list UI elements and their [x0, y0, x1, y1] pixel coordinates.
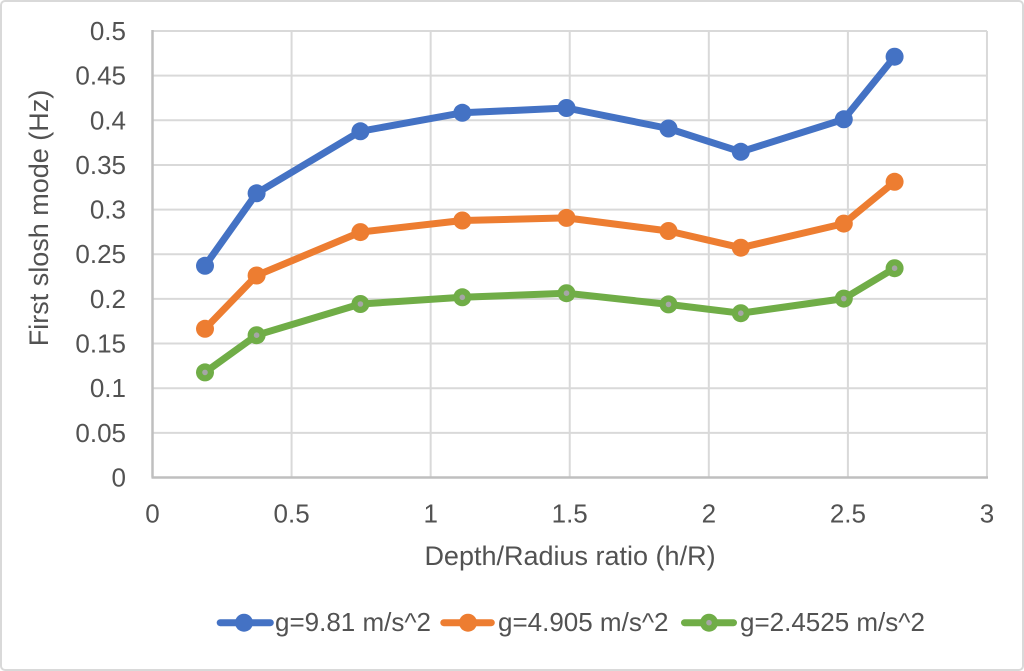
svg-text:0.1: 0.1 [90, 373, 126, 403]
svg-text:0.4: 0.4 [90, 105, 126, 135]
svg-text:0.05: 0.05 [75, 418, 126, 448]
svg-text:3: 3 [980, 499, 994, 529]
svg-text:g=2.4525 m/s^2: g=2.4525 m/s^2 [740, 607, 925, 637]
svg-text:0.3: 0.3 [90, 195, 126, 225]
svg-text:1.5: 1.5 [552, 499, 588, 529]
svg-text:0.2: 0.2 [90, 284, 126, 314]
svg-text:1: 1 [423, 499, 437, 529]
svg-text:0.15: 0.15 [75, 329, 126, 359]
svg-text:First slosh mode (Hz): First slosh mode (Hz) [24, 90, 54, 347]
svg-text:0: 0 [112, 463, 126, 493]
svg-text:g=4.905 m/s^2: g=4.905 m/s^2 [498, 607, 668, 637]
svg-text:2.5: 2.5 [830, 499, 866, 529]
svg-text:0.45: 0.45 [75, 61, 126, 91]
svg-text:2: 2 [702, 499, 716, 529]
svg-text:0.5: 0.5 [90, 16, 126, 46]
svg-text:Depth/Radius ratio (h/R): Depth/Radius ratio (h/R) [424, 541, 715, 571]
svg-text:0.35: 0.35 [75, 150, 126, 180]
svg-text:0.5: 0.5 [274, 499, 310, 529]
svg-text:0.25: 0.25 [75, 239, 126, 269]
svg-text:g=9.81 m/s^2: g=9.81 m/s^2 [275, 607, 431, 637]
svg-text:0: 0 [145, 499, 159, 529]
